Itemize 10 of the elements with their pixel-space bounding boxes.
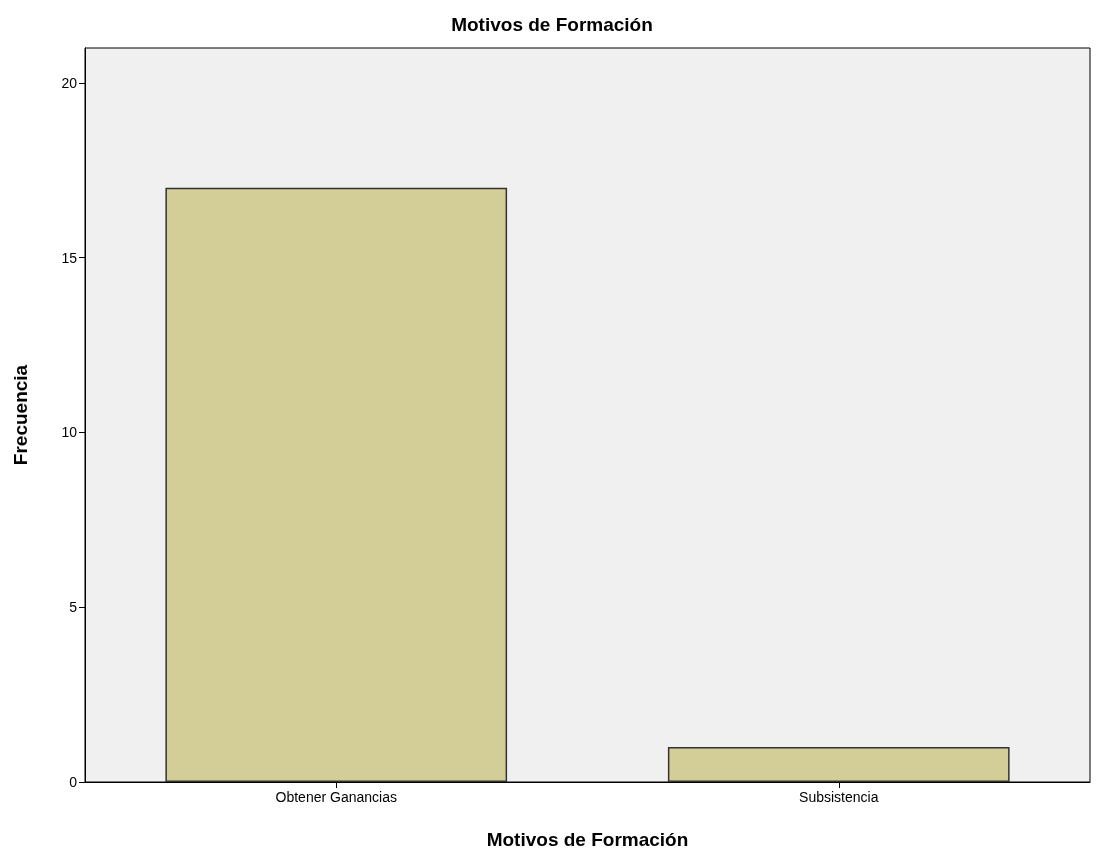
x-axis-title: Motivos de Formación [486,829,689,850]
y-tick-label: 5 [69,599,78,616]
y-tick-label: 10 [61,424,78,441]
y-axis-title: Frecuencia [10,364,31,466]
x-tick-label: Subsistencia [799,789,879,805]
chart-title: Motivos de Formación [451,14,653,35]
y-tick-label: 0 [69,774,78,790]
y-tick-label: 15 [61,249,78,266]
x-tick-label: Obtener Ganancias [275,789,397,805]
y-tick-label: 20 [61,74,78,91]
